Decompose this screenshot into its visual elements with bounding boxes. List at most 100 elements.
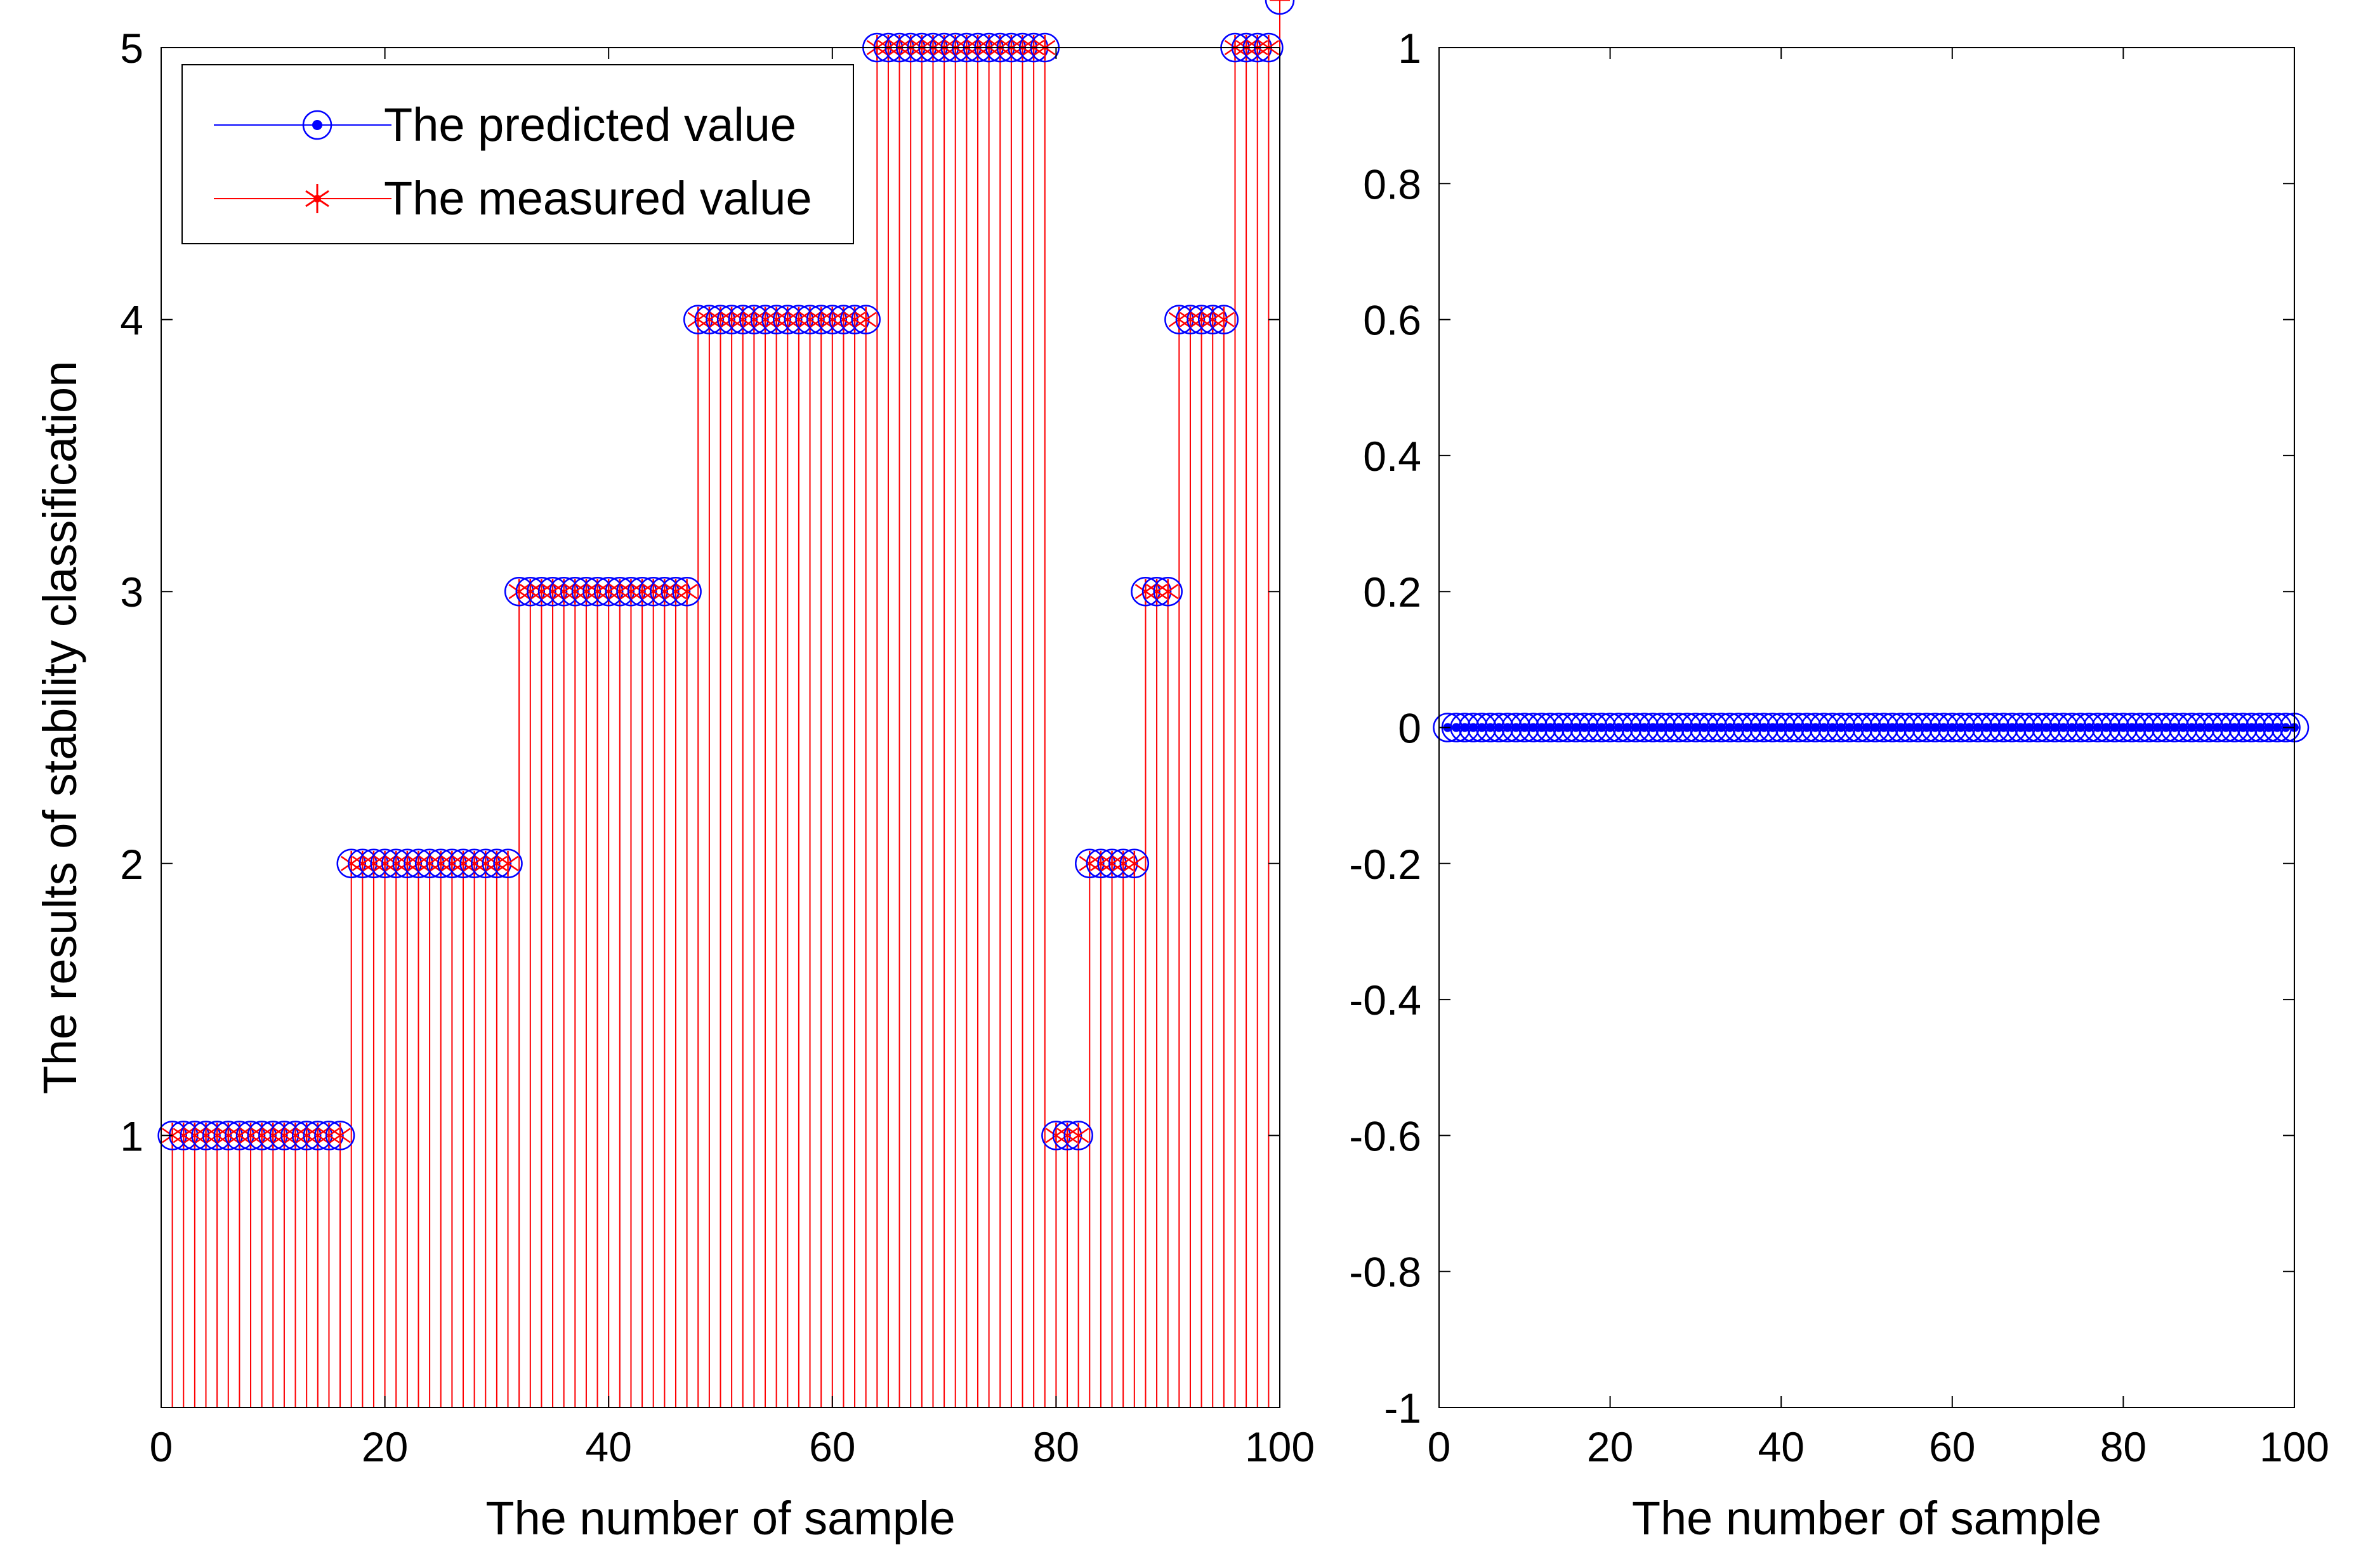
- left-y-axis-title: The results of stability classification: [34, 361, 86, 1095]
- predicted-value-point: [549, 576, 579, 607]
- right-x-tick-label: 20: [1587, 1423, 1633, 1470]
- predicted-value-point: [314, 1121, 344, 1150]
- error-point-dot: [1451, 723, 1461, 732]
- legend-predicted-circle-marker: [302, 110, 332, 140]
- left-plot-frame: [161, 47, 1280, 1408]
- right-y-tick-label: 1: [1398, 25, 1421, 72]
- error-point-dot: [1990, 723, 2000, 732]
- error-point-dot: [2084, 723, 2094, 732]
- right-y-tick-label: 0.2: [1363, 569, 1421, 616]
- predicted-value-point: [694, 305, 725, 334]
- error-point-dot: [1785, 723, 1794, 732]
- error-point-dot: [1477, 723, 1487, 732]
- predicted-value-point: [806, 305, 836, 334]
- error-point-dot: [1708, 723, 1718, 732]
- error-point-dot: [1546, 723, 1555, 732]
- predicted-value-point: [303, 1121, 333, 1150]
- predicted-value-point: [1063, 1121, 1093, 1150]
- right-y-tick-label: -0.6: [1349, 1112, 1421, 1159]
- predicted-value-point: [1052, 1121, 1082, 1150]
- measured-value-point: [1213, 306, 1235, 333]
- error-point-dot: [1811, 723, 1820, 732]
- predicted-value-point: [157, 1121, 187, 1150]
- predicted-value-point: [336, 848, 366, 879]
- error-point-dot: [1494, 723, 1504, 732]
- predicted-value-point: [504, 576, 534, 607]
- predicted-value-point: [829, 305, 858, 334]
- error-point-dot: [2153, 723, 2162, 732]
- error-point-dot: [2127, 723, 2136, 732]
- predicted-value-point: [515, 576, 546, 607]
- error-point-dot: [2187, 723, 2197, 732]
- predicted-value-point: [627, 576, 657, 607]
- left-tick-layer: 0 20 40 60 80 100 1 2 3 4 5: [120, 25, 1315, 1470]
- error-point-dot: [2221, 723, 2231, 732]
- error-point-dot: [1853, 723, 1863, 732]
- predicted-value-point: [1153, 576, 1183, 607]
- left-x-tick-label: 100: [1245, 1423, 1315, 1470]
- error-point-dot: [1631, 723, 1641, 732]
- measured-stems-layer: [171, 0, 1280, 1407]
- error-point-dot: [1699, 723, 1709, 732]
- predicted-value-point: [1141, 576, 1172, 607]
- predicted-value-point: [1119, 848, 1150, 879]
- error-point-dot: [1845, 723, 1855, 732]
- predicted-value-point: [213, 1121, 244, 1150]
- right-x-axis-title: The number of sample: [1632, 1492, 2101, 1545]
- error-point-dot: [1733, 723, 1743, 732]
- predicted-value-point: [650, 576, 680, 607]
- error-point-dot: [1511, 723, 1521, 732]
- left-x-tick-label: 20: [362, 1423, 408, 1470]
- error-point-dot: [1614, 723, 1624, 732]
- predicted-value-point: [493, 848, 523, 879]
- error-point-dot: [1913, 723, 1923, 732]
- error-point-dot: [1657, 723, 1666, 732]
- error-point-dot: [2076, 723, 2085, 732]
- error-point-dot: [2093, 723, 2102, 732]
- predicted-value-point: [180, 1121, 210, 1150]
- error-point-dot: [2144, 723, 2153, 732]
- error-point-dot: [1999, 723, 2008, 732]
- error-point-dot: [2050, 723, 2060, 732]
- predicted-value-point: [202, 1121, 232, 1150]
- error-point-dot: [2067, 723, 2077, 732]
- error-point-dot: [1836, 723, 1846, 732]
- error-point-dot: [1502, 723, 1512, 732]
- error-point-dot: [2239, 723, 2248, 732]
- error-point-dot: [2008, 723, 2017, 732]
- error-point-dot: [1947, 723, 1957, 732]
- right-y-tick-label: 0.8: [1363, 161, 1421, 208]
- error-point-dot: [1879, 723, 1888, 732]
- error-point-dot: [1956, 723, 1966, 732]
- left-y-tick-label: 2: [120, 841, 143, 888]
- error-point-dot: [1605, 723, 1615, 732]
- predicted-value-point: [1197, 305, 1228, 334]
- predicted-value-point: [761, 305, 791, 334]
- left-x-axis-title: The number of sample: [485, 1492, 955, 1545]
- predicted-value-point: [571, 576, 602, 607]
- error-point-dot: [2204, 723, 2214, 732]
- error-point-dot: [2025, 723, 2034, 732]
- error-point-dot: [2119, 723, 2128, 732]
- predicted-value-point: [1086, 848, 1116, 879]
- predicted-value-point: [459, 848, 489, 879]
- error-point-dot: [1982, 723, 1991, 732]
- predicted-value-point: [773, 305, 803, 334]
- error-point-dot: [2256, 723, 2265, 732]
- measured-value-point: [855, 306, 877, 333]
- predicted-value-point: [225, 1121, 254, 1150]
- error-point-dot: [2195, 723, 2205, 732]
- predicted-value-point: [817, 305, 848, 334]
- predicted-value-point: [437, 848, 467, 879]
- predicted-value-point: [537, 576, 568, 607]
- right-y-tick-label: -0.4: [1349, 977, 1421, 1024]
- right-x-tick-label: 40: [1758, 1423, 1804, 1470]
- error-point-dot: [1529, 723, 1538, 732]
- error-point-dot: [1716, 723, 1726, 732]
- error-point-dot: [1597, 723, 1607, 732]
- measured-value-point: [1067, 1123, 1089, 1149]
- error-point-dot: [1580, 723, 1589, 732]
- legend-predicted-dot-marker: [312, 120, 322, 130]
- error-point-dot: [2170, 723, 2180, 732]
- error-point-dot: [1751, 723, 1760, 732]
